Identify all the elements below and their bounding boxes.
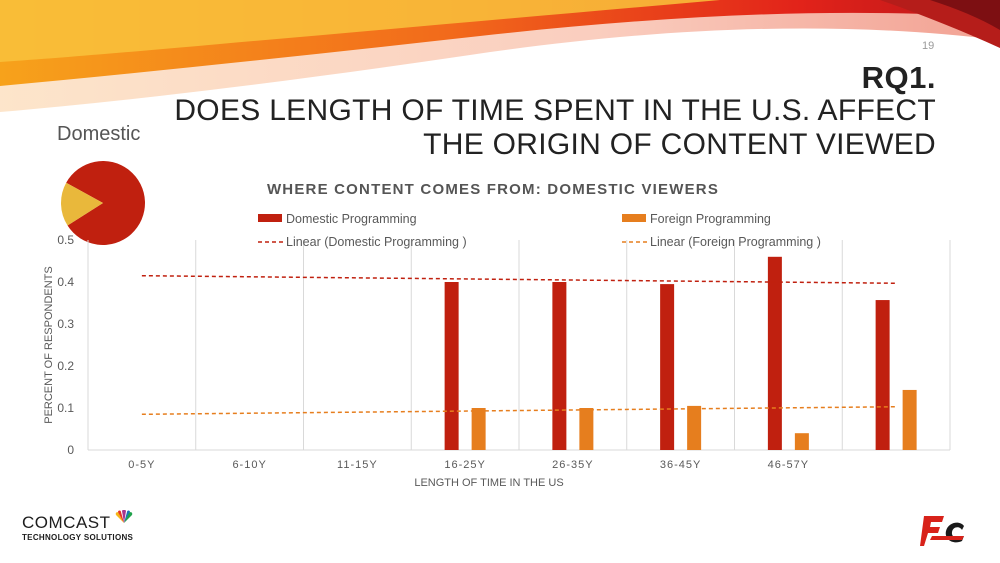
domestic-bar bbox=[875, 300, 890, 450]
foreign-bar bbox=[471, 408, 486, 450]
pie-slice-1 bbox=[61, 182, 103, 226]
title-line-1: DOES LENGTH OF TIME SPENT IN THE U.S. AF… bbox=[174, 94, 936, 127]
pie-slice-0 bbox=[66, 161, 145, 245]
comcast-logo-subtitle: TECHNOLOGY SOLUTIONS bbox=[22, 533, 134, 542]
x-axis-label: LENGTH OF TIME IN THE US bbox=[414, 477, 563, 489]
legend-label: Linear (Domestic Programming ) bbox=[286, 235, 467, 249]
foreign-bar bbox=[579, 408, 594, 450]
y-tick-label: 0.3 bbox=[57, 317, 74, 331]
domestic-pie-chart bbox=[61, 161, 145, 245]
legend-swatch bbox=[258, 214, 282, 222]
domestic-bar bbox=[767, 256, 782, 450]
nbc-peacock-icon bbox=[115, 510, 133, 523]
chart-title: WHERE CONTENT COMES FROM: DOMESTIC VIEWE… bbox=[267, 181, 719, 198]
legend-label: Domestic Programming bbox=[286, 212, 417, 226]
x-tick-label: 36-45Y bbox=[660, 459, 701, 471]
x-tick-label: 46-57Y bbox=[768, 459, 809, 471]
page-number: 19 bbox=[922, 40, 935, 52]
foreign-bar bbox=[687, 405, 702, 450]
legend-label: Foreign Programming bbox=[650, 212, 771, 226]
x-tick-label: 26-35Y bbox=[552, 459, 593, 471]
legend-label: Linear (Foreign Programming ) bbox=[650, 235, 821, 249]
domestic-bar bbox=[444, 282, 459, 450]
legend-swatch bbox=[622, 214, 646, 222]
comcast-logo-name: COMCAST bbox=[22, 513, 111, 532]
foreign-bar bbox=[794, 433, 809, 450]
y-axis-label: PERCENT OF RESPONDENTS bbox=[43, 266, 55, 424]
y-tick-label: 0.4 bbox=[57, 275, 74, 289]
slide-title: RQ1. DOES LENGTH OF TIME SPENT IN THE U.… bbox=[174, 62, 936, 162]
y-tick-label: 0.1 bbox=[57, 401, 74, 415]
y-tick-label: 0.2 bbox=[57, 359, 74, 373]
x-tick-label: 0-5Y bbox=[128, 459, 155, 471]
domestic-bar bbox=[660, 284, 675, 450]
title-line-2: THE ORIGIN OF CONTENT VIEWED bbox=[423, 128, 936, 161]
decorative-header-swoosh bbox=[0, 0, 1000, 112]
fc-logo-icon bbox=[920, 516, 964, 546]
x-tick-label: 6-10Y bbox=[232, 459, 266, 471]
x-tick-label: 16-25Y bbox=[444, 459, 485, 471]
x-tick-label: 11-15Y bbox=[337, 459, 378, 471]
title-main: RQ1. bbox=[861, 60, 936, 95]
comcast-logo: COMCAST TECHNOLOGY SOLUTIONS bbox=[22, 510, 134, 542]
pie-label: Domestic bbox=[57, 123, 141, 145]
foreign-bar bbox=[902, 389, 917, 450]
y-tick-label: 0 bbox=[67, 443, 74, 457]
y-tick-label: 0.5 bbox=[57, 233, 74, 247]
domestic-bar bbox=[552, 282, 567, 450]
